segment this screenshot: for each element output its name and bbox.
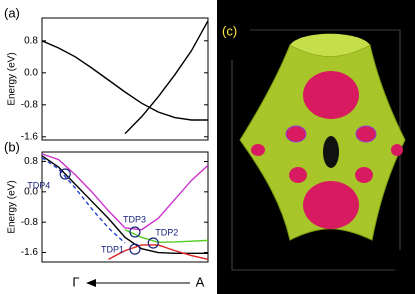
y-tick-label: -1.6 xyxy=(21,131,39,142)
band-line xyxy=(42,40,208,121)
band-line xyxy=(42,157,126,244)
y-tick-label: -0.8 xyxy=(21,99,39,110)
band-line xyxy=(124,20,208,135)
crossing-label: TDP1 xyxy=(101,244,124,254)
crossing-point xyxy=(129,226,141,238)
crossing-label: TDP2 xyxy=(155,227,178,237)
crossing-point xyxy=(59,168,71,180)
band-line xyxy=(42,153,208,231)
y-tick-label: -1.6 xyxy=(21,247,39,258)
crossing-point xyxy=(147,237,159,249)
y-tick-label: 0.0 xyxy=(24,67,38,78)
crossing-point xyxy=(129,243,141,255)
panel-label: (a) xyxy=(4,5,20,20)
band-line xyxy=(42,155,208,254)
plot-frame xyxy=(41,17,209,141)
x-axis-label: A xyxy=(196,274,205,289)
y-tick-label: -0.8 xyxy=(21,217,39,228)
crossing-label: TDP4 xyxy=(27,180,50,190)
panel-label: (b) xyxy=(4,139,20,154)
panel-label: (c) xyxy=(222,23,237,38)
band-line xyxy=(124,229,208,243)
x-axis-label: Γ xyxy=(72,274,79,289)
y-tick-label: 0.8 xyxy=(24,35,38,46)
crossing-label: TDP3 xyxy=(123,214,146,224)
y-tick-label: 0.0 xyxy=(24,186,38,197)
y-axis-label: Energy (eV) xyxy=(7,52,18,105)
fermi-surface-panel: (c) xyxy=(217,0,415,294)
y-tick-label: 0.8 xyxy=(24,156,38,167)
y-axis-label: Energy (eV) xyxy=(7,180,18,233)
plot-frame xyxy=(41,151,209,263)
k-path-arrow xyxy=(86,279,190,287)
